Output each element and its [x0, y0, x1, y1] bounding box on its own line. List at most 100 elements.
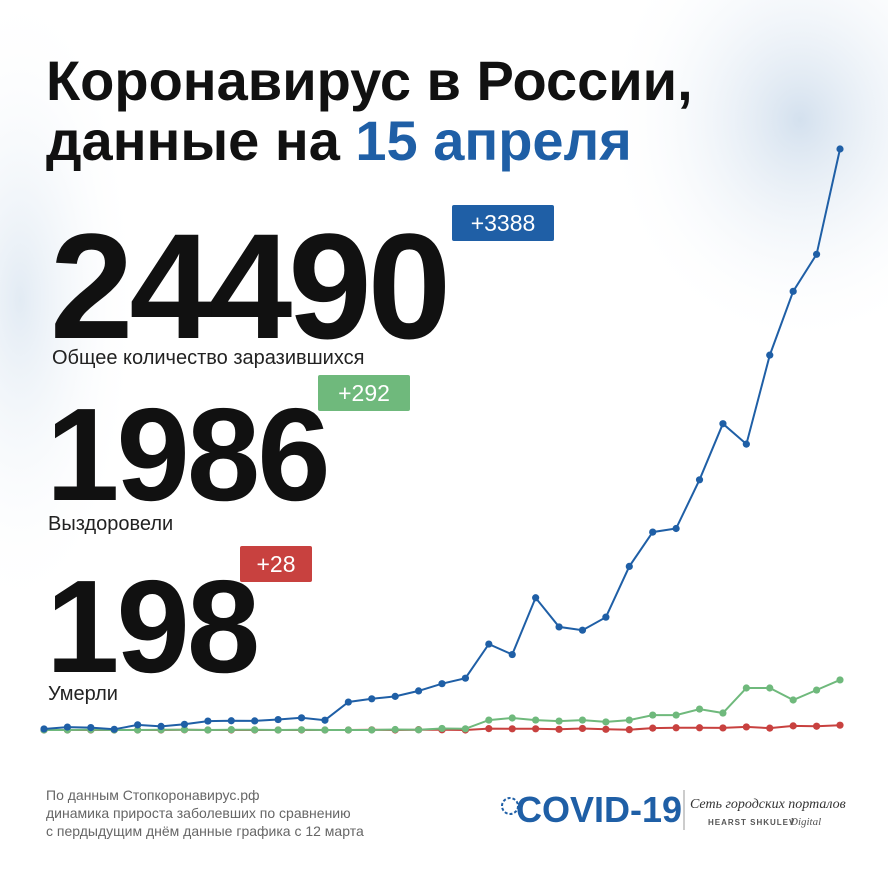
data-point — [180, 726, 189, 734]
data-point — [672, 711, 680, 719]
brand-sub: HEARST SHKULEV — [708, 818, 795, 827]
data-point — [695, 476, 704, 484]
change-badge — [452, 205, 554, 241]
data-point — [719, 724, 727, 732]
change-badge — [240, 546, 312, 582]
data-point — [812, 722, 821, 730]
data-point — [532, 716, 540, 724]
data-point — [812, 686, 821, 694]
data-point — [344, 726, 352, 734]
data-point — [461, 674, 470, 682]
change-badge — [318, 375, 410, 411]
data-point — [649, 711, 657, 719]
data-point — [508, 725, 516, 733]
data-point — [625, 726, 633, 734]
brand-sub: Digital — [789, 816, 821, 828]
data-point — [742, 440, 750, 448]
data-point — [532, 594, 540, 602]
data-point — [836, 721, 844, 729]
data-point — [321, 716, 329, 724]
data-point — [766, 724, 774, 732]
footer: По данным Стопкоронавирус.рф динамика пр… — [46, 787, 364, 839]
data-point — [274, 726, 282, 734]
data-point — [649, 528, 657, 536]
data-point — [461, 725, 470, 733]
footer-line: По данным Стопкоронавирус.рф — [46, 787, 260, 803]
data-point — [344, 698, 352, 706]
data-point — [414, 687, 423, 695]
title: Коронавирус в России, — [46, 49, 693, 112]
data-point — [789, 287, 797, 295]
data-point — [555, 717, 563, 725]
footer-line: динамика прироста заболевших по сравнени… — [46, 805, 351, 821]
stat-number: 198 — [46, 553, 257, 700]
data-point — [742, 723, 750, 731]
data-point — [555, 725, 563, 733]
data-point — [157, 722, 165, 730]
logo-icon — [501, 797, 519, 815]
data-point — [532, 725, 540, 733]
data-point — [578, 626, 587, 634]
data-point — [63, 723, 72, 731]
stat-label: Выздоровели — [48, 513, 173, 535]
data-point — [578, 724, 587, 733]
data-point — [625, 716, 633, 724]
data-point — [695, 724, 704, 732]
data-point — [438, 724, 446, 733]
data-point — [625, 562, 633, 571]
data-point — [391, 692, 399, 700]
stat-number: 1986 — [46, 381, 328, 528]
data-point — [508, 650, 516, 659]
data-point — [812, 250, 821, 258]
data-point — [40, 725, 48, 733]
data-point — [836, 145, 844, 153]
footer-line: с пердыдущим днём данные графика с 12 ма… — [46, 823, 364, 839]
data-point — [321, 726, 329, 734]
data-point — [742, 684, 750, 692]
data-point — [602, 718, 610, 726]
data-point — [789, 696, 797, 704]
data-point — [391, 725, 399, 734]
data-point — [789, 722, 797, 730]
data-point — [438, 680, 446, 688]
chart — [40, 145, 844, 734]
snow-decor — [0, 0, 140, 620]
data-point — [134, 721, 142, 729]
data-point — [602, 613, 610, 621]
data-point — [719, 420, 727, 428]
logo-text: COVID-19 — [516, 789, 682, 830]
data-point — [274, 715, 282, 724]
data-point — [251, 726, 259, 734]
data-point — [649, 724, 657, 732]
title-part: данные на — [46, 109, 341, 172]
data-point — [578, 716, 587, 724]
data-point — [297, 726, 306, 734]
data-point — [227, 726, 235, 734]
data-point — [485, 716, 493, 724]
title: данные на 15 апреля — [46, 109, 632, 172]
data-point — [719, 709, 727, 717]
change-label: +3388 — [471, 210, 536, 236]
brand: Сеть городских порталов — [690, 797, 846, 812]
data-point — [368, 726, 376, 734]
data-point — [766, 351, 774, 359]
data-point — [672, 724, 680, 732]
data-point — [204, 726, 212, 734]
data-point — [180, 720, 189, 728]
data-point — [227, 717, 235, 725]
data-point — [297, 714, 306, 722]
data-point — [110, 725, 118, 733]
data-point — [836, 676, 844, 684]
data-point — [134, 726, 142, 734]
data-point — [87, 723, 95, 732]
data-point — [508, 714, 516, 722]
data-point — [672, 524, 680, 533]
data-point — [602, 725, 610, 733]
stat-label: Умерли — [48, 683, 118, 705]
data-point — [414, 726, 423, 734]
data-point — [485, 640, 493, 648]
data-point — [555, 623, 563, 631]
data-point — [251, 717, 259, 725]
